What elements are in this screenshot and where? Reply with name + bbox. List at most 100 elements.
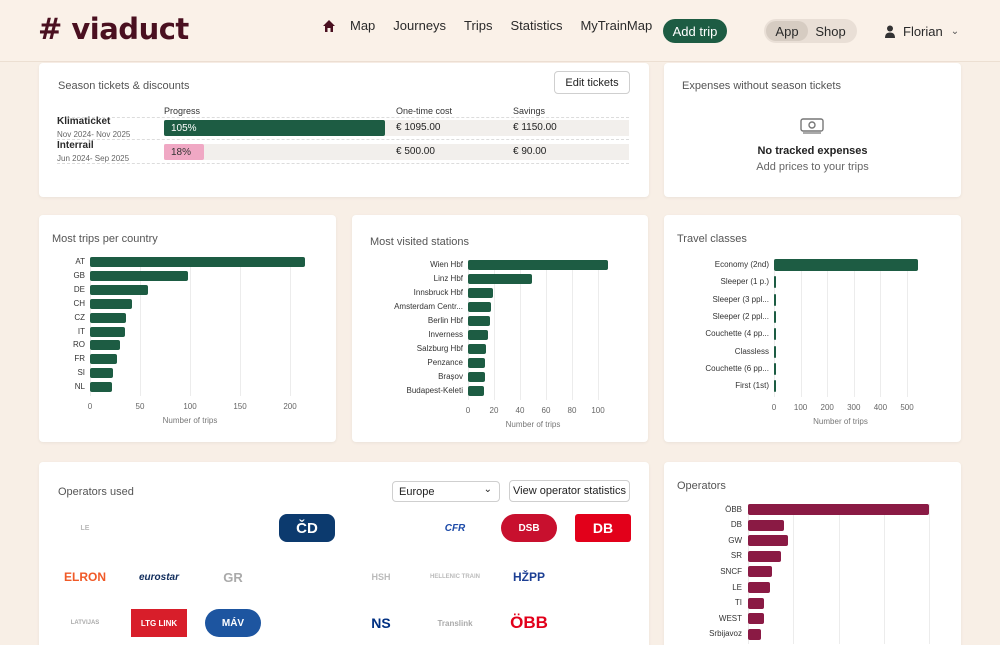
ticket-dates: Jun 2024- Sep 2025 bbox=[57, 154, 130, 163]
operator-logo[interactable]: LATVIJAS bbox=[70, 620, 100, 626]
col-progress: Progress bbox=[164, 106, 201, 116]
operator-logo[interactable]: HELLENIC TRAIN bbox=[430, 574, 480, 580]
bar bbox=[90, 270, 188, 281]
operator-logo[interactable]: HSH bbox=[371, 572, 391, 582]
app-shop-toggle: App Shop bbox=[764, 19, 857, 43]
ticket-row-bg bbox=[164, 144, 629, 160]
home-icon[interactable] bbox=[322, 19, 336, 33]
operator-logo[interactable]: LTG LINK bbox=[131, 609, 187, 637]
top-navbar: # viaduct Map Journeys Trips Statistics … bbox=[0, 0, 1000, 62]
nav-journeys[interactable]: Journeys bbox=[393, 18, 447, 33]
operator-logo[interactable]: ELRON bbox=[64, 570, 106, 584]
nav-statistics[interactable]: Statistics bbox=[510, 18, 563, 33]
bar bbox=[748, 504, 929, 515]
gridline bbox=[800, 259, 802, 398]
bar bbox=[468, 372, 485, 382]
operator-logo[interactable]: CFR bbox=[444, 522, 466, 534]
operator-logo[interactable]: ÖBB bbox=[510, 613, 548, 632]
chart-title: Travel classes bbox=[677, 233, 747, 245]
category-label: WEST bbox=[718, 613, 742, 623]
toggle-shop[interactable]: Shop bbox=[815, 23, 846, 39]
divider bbox=[57, 117, 629, 118]
nav-mytrainmap[interactable]: MyTrainMap bbox=[580, 18, 653, 33]
nav-trips[interactable]: Trips bbox=[464, 18, 493, 33]
app-logo[interactable]: # viaduct bbox=[38, 12, 189, 46]
operator-logo[interactable]: MÁV bbox=[205, 609, 261, 637]
gridline bbox=[290, 257, 291, 396]
gridline bbox=[880, 259, 882, 398]
bar bbox=[748, 535, 788, 547]
category-label: AT bbox=[75, 257, 85, 266]
user-name: Florian bbox=[903, 24, 943, 39]
category-label: Linz Hbf bbox=[433, 274, 463, 283]
bar bbox=[774, 345, 776, 358]
x-tick-label: 0 bbox=[771, 403, 777, 413]
x-tick-label: 100 bbox=[793, 403, 808, 413]
view-operator-statistics-button[interactable]: View operator statistics bbox=[509, 480, 630, 502]
category-label: Inverness bbox=[428, 330, 463, 339]
edit-tickets-button[interactable]: Edit tickets bbox=[554, 71, 630, 94]
gridline bbox=[140, 257, 141, 396]
category-label: Classless bbox=[734, 346, 769, 356]
bar bbox=[90, 340, 120, 351]
bar bbox=[774, 293, 776, 306]
category-label: IT bbox=[77, 326, 85, 336]
toggle-app[interactable]: App bbox=[766, 21, 808, 41]
gridline bbox=[793, 504, 795, 645]
category-label: DB bbox=[730, 520, 742, 530]
bar bbox=[90, 326, 125, 337]
operator-logo[interactable]: GR bbox=[223, 569, 243, 585]
category-label: Salzburg Hbf bbox=[416, 344, 463, 353]
operator-logo[interactable]: eurostar bbox=[138, 571, 179, 583]
classes-card: Travel classes 0 100 200 300 400 500 Economy (… bbox=[664, 215, 961, 442]
ticket-name: Interrail bbox=[57, 140, 94, 151]
bar bbox=[468, 260, 609, 270]
season-tickets-card: Season tickets & discounts Edit tickets … bbox=[39, 63, 649, 197]
nav-map[interactable]: Map bbox=[350, 18, 376, 33]
add-trip-button[interactable]: Add trip bbox=[663, 19, 727, 43]
divider bbox=[57, 163, 629, 164]
category-label: Sleeper (3 ppl... bbox=[712, 294, 769, 304]
gridline bbox=[838, 504, 840, 645]
category-label: SI bbox=[77, 368, 85, 378]
chart-title: Operators bbox=[677, 480, 726, 492]
bar bbox=[90, 382, 112, 393]
divider bbox=[57, 139, 629, 140]
operator-logo[interactable]: Translink bbox=[437, 618, 473, 628]
operator-logo[interactable]: DB bbox=[575, 514, 631, 542]
card-title: Operators used bbox=[58, 486, 134, 498]
x-tick-label: 300 bbox=[847, 403, 861, 413]
bar bbox=[748, 597, 765, 609]
user-menu[interactable]: Florian ⌄ bbox=[884, 24, 959, 39]
x-tick-label: 100 bbox=[183, 402, 197, 411]
category-label: Sleeper (1 p.) bbox=[720, 277, 769, 287]
region-select-value: Europe bbox=[399, 485, 435, 498]
bar bbox=[468, 358, 485, 368]
user-icon bbox=[885, 25, 895, 38]
operator-logo[interactable]: NS bbox=[371, 615, 391, 631]
category-label: ÖBB bbox=[725, 504, 742, 514]
category-label: Innsbruck Hbf bbox=[413, 288, 463, 297]
operator-logo[interactable]: DSB bbox=[501, 514, 557, 542]
region-select[interactable]: Europe ⌄ bbox=[392, 481, 500, 502]
category-label: RO bbox=[73, 340, 85, 350]
ticket-cost: € 1095.00 bbox=[396, 122, 441, 133]
bar bbox=[774, 259, 918, 271]
category-label: SR bbox=[730, 551, 742, 561]
operator-logo[interactable]: HŽPP bbox=[512, 570, 545, 584]
x-tick-label: 200 bbox=[820, 403, 834, 413]
gridline bbox=[240, 257, 241, 396]
x-axis-title: Number of trips bbox=[813, 417, 868, 427]
bar bbox=[748, 582, 770, 593]
x-axis-title: Number of trips bbox=[162, 416, 218, 425]
bar bbox=[468, 274, 532, 284]
bar bbox=[90, 312, 126, 323]
expenses-card: Expenses without season tickets No track… bbox=[664, 63, 961, 197]
x-tick-label: 60 bbox=[541, 406, 551, 415]
operator-logo[interactable]: ČD bbox=[279, 514, 335, 542]
x-tick-label: 0 bbox=[87, 402, 93, 411]
category-label: First (1st) bbox=[735, 381, 769, 391]
gridline bbox=[572, 260, 573, 400]
bar bbox=[774, 276, 777, 289]
operator-logo[interactable]: LE bbox=[80, 524, 90, 532]
